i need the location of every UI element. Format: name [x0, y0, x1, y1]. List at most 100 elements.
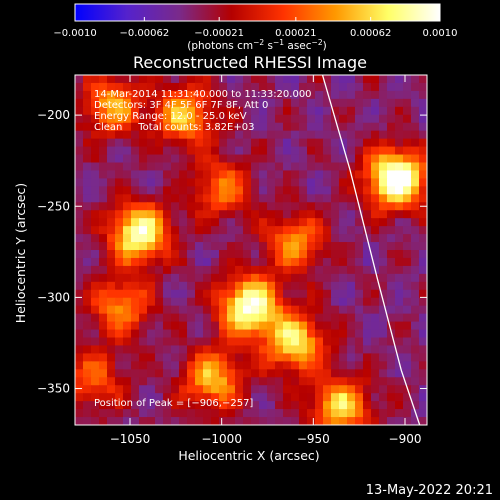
heatmap-cell: [107, 369, 116, 378]
heatmap-cell: [299, 281, 308, 291]
heatmap-cell: [235, 361, 244, 370]
heatmap-cell: [355, 289, 364, 299]
heatmap-cell: [347, 218, 356, 227]
heatmap-cell: [387, 154, 396, 164]
y-tick-label: −350: [37, 382, 70, 396]
heatmap-cell: [139, 393, 148, 402]
heatmap-cell: [267, 250, 276, 259]
heatmap-cell: [291, 234, 300, 243]
heatmap-cell: [419, 377, 427, 386]
heatmap-cell: [339, 273, 348, 283]
heatmap-cell: [403, 130, 412, 140]
heatmap-cell: [379, 257, 388, 267]
heatmap-cell: [155, 106, 164, 116]
heatmap-cell: [307, 337, 316, 347]
heatmap-cell: [251, 281, 260, 291]
heatmap-cell: [235, 226, 244, 235]
heatmap-cell: [187, 98, 196, 108]
heatmap-cell: [419, 106, 427, 116]
heatmap-cell: [331, 369, 340, 378]
heatmap-cell: [131, 170, 140, 179]
heatmap-cell: [75, 289, 84, 299]
heatmap-cell: [419, 210, 427, 219]
heatmap-cell: [267, 106, 276, 116]
heatmap-cell: [419, 393, 427, 402]
heatmap-cell: [123, 218, 132, 227]
heatmap-cell: [155, 257, 164, 267]
heatmap-cell: [355, 90, 364, 100]
heatmap-cell: [291, 178, 300, 187]
heatmap-cell: [123, 98, 132, 108]
heatmap-cell: [179, 114, 188, 124]
heatmap-cell: [323, 305, 332, 315]
heatmap-cell: [195, 75, 204, 84]
heatmap-cell: [267, 75, 276, 84]
heatmap-cell: [323, 361, 332, 370]
heatmap-cell: [75, 401, 84, 410]
heatmap-cell: [251, 321, 260, 331]
heatmap-cell: [411, 401, 420, 410]
heatmap-cell: [387, 353, 396, 362]
heatmap-cell: [363, 98, 372, 108]
heatmap-cell: [267, 297, 276, 307]
heatmap-cell: [363, 146, 372, 156]
x-tick-label: −900: [389, 432, 422, 446]
heatmap-cell: [155, 377, 164, 386]
heatmap-cell: [163, 345, 172, 354]
heatmap-cell: [203, 75, 212, 84]
heatmap-cell: [139, 250, 148, 259]
heatmap-cell: [203, 186, 212, 195]
heatmap-cell: [323, 82, 332, 92]
heatmap-cell: [123, 162, 132, 172]
heatmap-cell: [99, 265, 108, 275]
heatmap-cell: [411, 273, 420, 283]
heatmap-cell: [251, 186, 260, 195]
heatmap-cell: [403, 377, 412, 386]
heatmap-cell: [195, 257, 204, 267]
heatmap-cell: [163, 106, 172, 116]
heatmap-cell: [171, 265, 180, 275]
heatmap-cell: [331, 75, 340, 84]
heatmap-cell: [283, 114, 292, 124]
heatmap-cell: [363, 401, 372, 410]
heatmap-cell: [195, 329, 204, 339]
heatmap-cell: [187, 170, 196, 179]
heatmap-cell: [403, 138, 412, 148]
heatmap-cell: [107, 265, 116, 275]
heatmap-cell: [371, 186, 380, 195]
heatmap-cell: [123, 106, 132, 116]
heatmap-cell: [379, 106, 388, 116]
heatmap-cell: [331, 401, 340, 410]
heatmap-cell: [107, 305, 116, 315]
heatmap-cell: [387, 281, 396, 291]
heatmap-cell: [83, 202, 92, 211]
heatmap-cell: [363, 417, 372, 425]
heatmap-cell: [379, 154, 388, 164]
heatmap-cell: [147, 361, 156, 370]
heatmap-cell: [355, 162, 364, 172]
heatmap-cell: [379, 385, 388, 394]
heatmap-cell: [235, 273, 244, 283]
heatmap-cell: [419, 194, 427, 203]
heatmap-cell: [395, 393, 404, 402]
heatmap-cell: [107, 82, 116, 92]
colorbar-tick-label: 0.00021: [275, 28, 316, 39]
heatmap-cell: [259, 273, 268, 283]
heatmap-cell: [307, 106, 316, 116]
heatmap-cell: [75, 337, 84, 347]
heatmap-cell: [139, 265, 148, 275]
heatmap-cell: [315, 114, 324, 124]
heatmap-cell: [307, 162, 316, 172]
heatmap-cell: [227, 329, 236, 339]
heatmap-cell: [339, 154, 348, 164]
heatmap-cell: [227, 353, 236, 362]
heatmap-cell: [123, 75, 132, 84]
heatmap-cell: [371, 170, 380, 179]
colorbar-tick-label: 0.00062: [350, 28, 391, 39]
heatmap-cell: [347, 178, 356, 187]
plot-frame: [74, 74, 428, 426]
heatmap-cell: [267, 393, 276, 402]
heatmap-cell: [83, 281, 92, 291]
heatmap-cell: [315, 369, 324, 378]
